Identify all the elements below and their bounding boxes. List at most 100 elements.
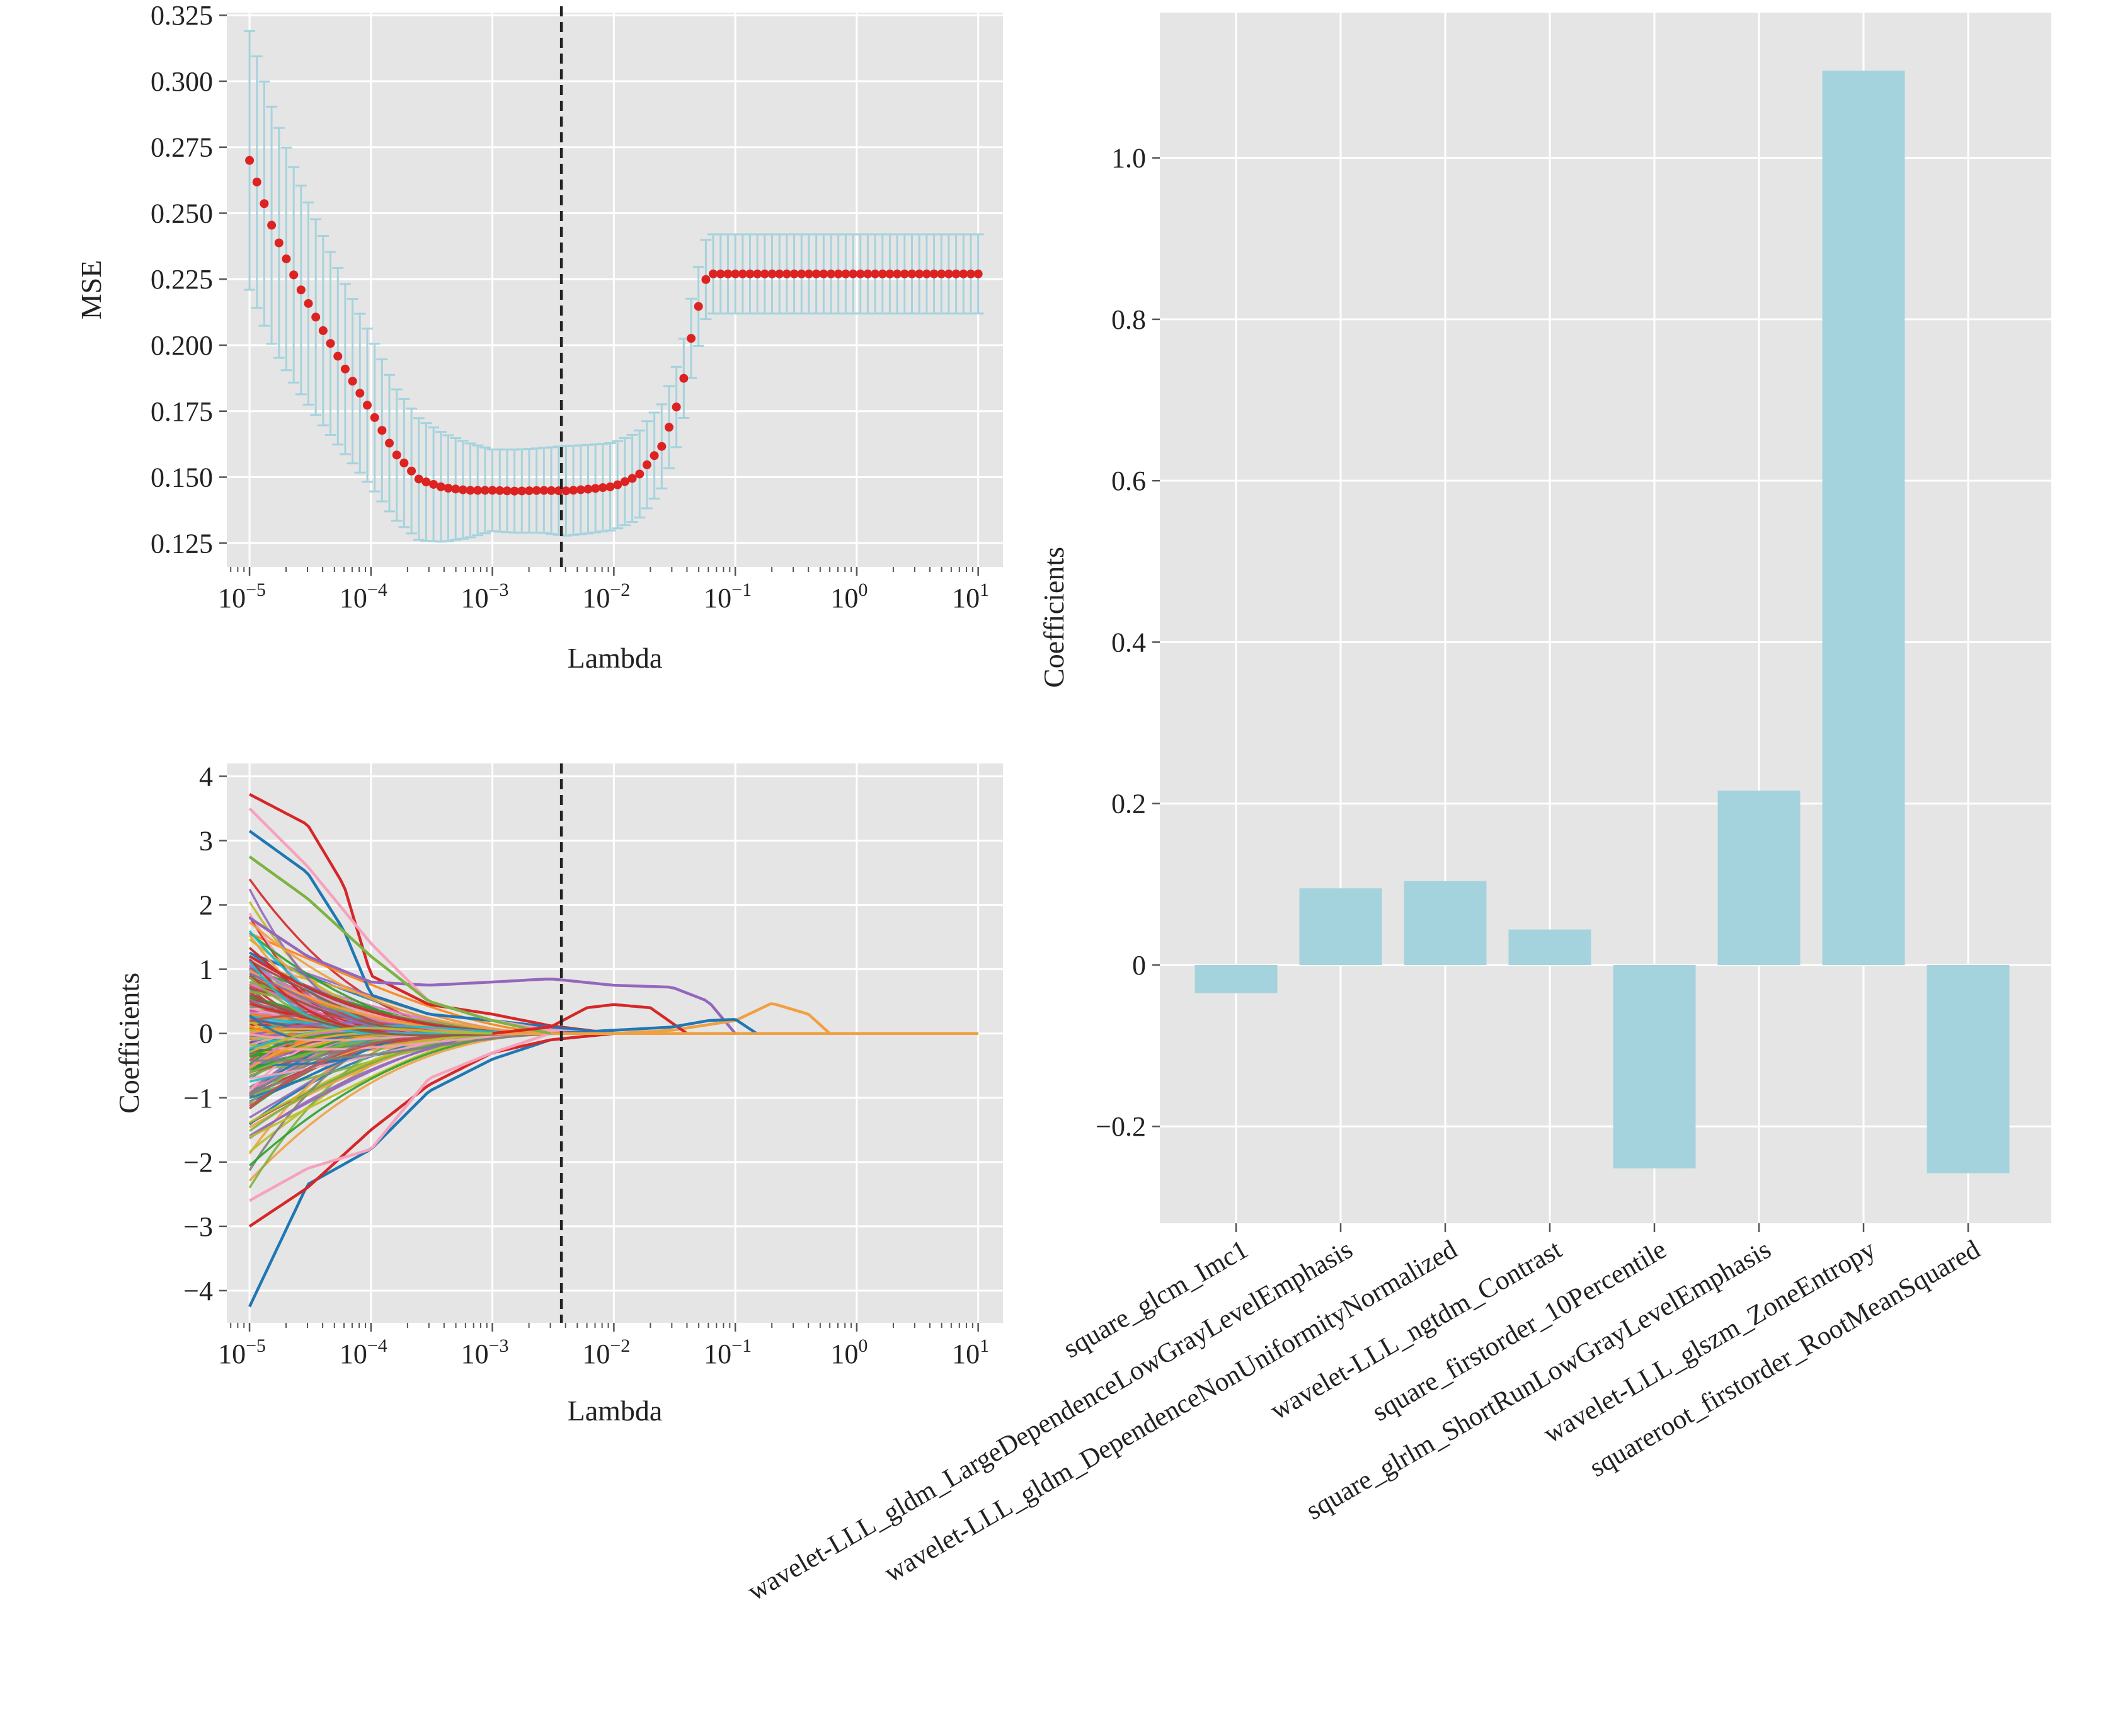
bars-y-tick-label: −0.2 — [1096, 1111, 1146, 1142]
mse-point — [900, 269, 909, 278]
mse-point — [672, 403, 681, 412]
mse-point — [480, 486, 490, 495]
mse-y-tick-label: 0.125 — [151, 528, 213, 559]
mse-point — [657, 442, 667, 451]
mse-points — [245, 156, 983, 496]
bars-y-axis-label: Coefficients — [1038, 547, 1070, 688]
paths-y-tick-label: −4 — [183, 1276, 213, 1306]
coefficient-path-highlight — [248, 830, 614, 1035]
coefficient-bar — [1508, 929, 1591, 965]
mse-x-tick-label: 10−5 — [218, 580, 266, 614]
mse-point — [738, 269, 747, 278]
mse-panel: 10−5 10−4 10−3 10−2 10−1 100 101 0.1250.1500.1… — [75, 0, 1003, 674]
mse-point — [547, 486, 556, 495]
mse-x-axis-label: Lambda — [568, 642, 663, 674]
mse-point — [849, 269, 858, 278]
mse-point — [407, 466, 416, 476]
mse-point — [370, 413, 379, 422]
mse-point — [466, 486, 475, 495]
mse-point — [525, 486, 534, 496]
mse-point — [922, 269, 931, 278]
bars-y-ticks: −0.2 0 0.2 0.4 0.6 0.8 1.0 — [1096, 143, 1160, 1142]
mse-point — [414, 474, 423, 484]
bars-y-tick-label: 1.0 — [1111, 143, 1146, 174]
mse-point — [929, 269, 939, 278]
paths-x-tick-label: 10−2 — [582, 1335, 630, 1369]
mse-point — [517, 486, 527, 496]
mse-x-tick-label: 10−3 — [461, 580, 509, 614]
bars-plot-area — [1160, 13, 2051, 1223]
mse-point — [893, 269, 902, 278]
mse-y-tick-label: 0.300 — [151, 66, 213, 97]
mse-point — [819, 269, 828, 278]
coefficient-path-highlight — [492, 1003, 688, 1035]
mse-x-tick-label: 10−4 — [340, 580, 387, 614]
mse-point — [613, 480, 622, 489]
mse-point — [701, 275, 711, 284]
mse-point — [789, 269, 799, 278]
mse-point — [716, 269, 725, 278]
mse-point — [797, 269, 806, 278]
paths-y-tick-label: 4 — [199, 761, 213, 792]
mse-point — [333, 351, 343, 361]
mse-point — [326, 339, 335, 348]
mse-point — [245, 156, 255, 165]
mse-plot-area — [227, 13, 1003, 567]
mse-point — [473, 486, 483, 495]
coefficient-path-highlight — [248, 1032, 614, 1228]
mse-point — [569, 486, 578, 495]
bars-y-tick-label: 0.2 — [1111, 789, 1146, 819]
mse-point — [532, 486, 541, 495]
mse-point — [841, 269, 851, 278]
mse-point — [620, 477, 629, 486]
mse-point — [650, 451, 659, 460]
mse-point — [937, 269, 946, 278]
mse-point — [340, 364, 350, 374]
mse-point — [915, 269, 924, 278]
bars-y-tick-label: 0.6 — [1111, 465, 1146, 496]
mse-point — [885, 269, 895, 278]
mse-point — [627, 474, 637, 483]
paths-y-tick-label: 0 — [199, 1019, 213, 1049]
mse-y-tick-label: 0.225 — [151, 264, 213, 295]
mse-point — [760, 269, 769, 278]
paths-y-tick-label: −3 — [183, 1211, 213, 1242]
mse-point — [348, 377, 357, 386]
mse-point — [252, 177, 261, 186]
mse-point — [392, 450, 401, 460]
mse-point — [959, 269, 968, 278]
mse-point — [709, 269, 718, 278]
mse-y-axis-label: MSE — [75, 260, 107, 320]
mse-point — [561, 486, 571, 496]
mse-x-tick-label: 100 — [830, 580, 868, 614]
mse-y-tick-label: 0.175 — [151, 396, 213, 427]
mse-point — [429, 479, 438, 489]
mse-point — [664, 423, 673, 432]
mse-point — [311, 312, 321, 322]
coefficient-paths — [248, 793, 978, 1308]
mse-y-tick-label: 0.325 — [151, 0, 213, 31]
mse-point — [833, 269, 843, 278]
mse-point — [296, 285, 306, 295]
paths-x-tick-label: 10−5 — [218, 1335, 266, 1369]
paths-x-tick-label: 10−4 — [340, 1335, 387, 1369]
paths-y-tick-label: −2 — [183, 1147, 213, 1178]
mse-point — [745, 269, 755, 278]
paths-x-tick-label: 10−3 — [461, 1335, 509, 1369]
mse-x-tick-label: 10−2 — [582, 580, 630, 614]
mse-point — [444, 484, 453, 493]
mse-point — [377, 426, 387, 435]
mse-point — [804, 269, 813, 278]
coefficient-path-highlight — [248, 917, 736, 1035]
mse-point — [635, 469, 644, 479]
mse-point — [687, 334, 696, 343]
bars-y-tick-label: 0.8 — [1111, 304, 1146, 335]
paths-y-tick-label: 3 — [199, 825, 213, 856]
mse-point — [775, 269, 784, 278]
coefficient-path-highlight — [550, 1018, 758, 1035]
mse-point — [731, 269, 740, 278]
mse-point — [694, 302, 703, 311]
mse-point — [362, 401, 372, 410]
paths-x-axis-label: Lambda — [568, 1395, 663, 1427]
